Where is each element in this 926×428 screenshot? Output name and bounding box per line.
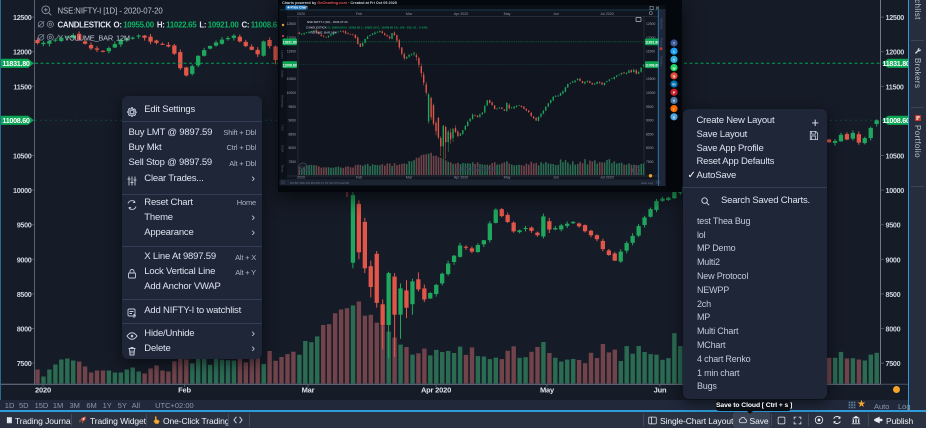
svg-text:11008.60: 11008.60 xyxy=(283,63,297,67)
svg-text:11831.80: 11831.80 xyxy=(283,41,297,45)
svg-text:11831.80: 11831.80 xyxy=(2,59,29,68)
svg-text:Mar: Mar xyxy=(406,12,413,16)
svg-text:10000: 10000 xyxy=(287,91,297,95)
svg-text:8000: 8000 xyxy=(646,146,654,150)
svg-text:9500: 9500 xyxy=(886,221,901,230)
svg-text:Apr 2020: Apr 2020 xyxy=(421,386,451,395)
svg-text:12000: 12000 xyxy=(13,48,32,57)
svg-text:Portfolio: Portfolio xyxy=(660,56,664,67)
svg-text:Study: Study xyxy=(281,70,285,78)
svg-text:8500: 8500 xyxy=(17,290,32,299)
svg-text:Jun: Jun xyxy=(553,176,559,180)
svg-text:w: w xyxy=(672,66,676,70)
svg-text:7500: 7500 xyxy=(886,359,901,368)
svg-text:f: f xyxy=(673,42,675,46)
svg-text:9500: 9500 xyxy=(17,221,32,230)
svg-text:11500: 11500 xyxy=(13,82,31,91)
svg-text:12500: 12500 xyxy=(13,13,32,22)
svg-text:9500: 9500 xyxy=(288,105,296,109)
svg-text:NSE:NIFTY-I [1D] - 2020-07-20: NSE:NIFTY-I [1D] - 2020-07-20 xyxy=(58,7,164,16)
svg-text:1D 5D 15D 1M 3M 6M 1Y 5: 1D 5D 15D 1M 3M 6M 1Y 5Y All UTC+02:00 xyxy=(290,181,349,185)
svg-text:2020: 2020 xyxy=(35,386,51,395)
svg-text:Auto Log: Auto Log xyxy=(641,181,653,185)
svg-text:11008.60: 11008.60 xyxy=(645,63,659,67)
svg-text:Feb: Feb xyxy=(178,386,191,395)
svg-text:11831.80: 11831.80 xyxy=(645,41,659,45)
svg-text:7500: 7500 xyxy=(17,359,32,368)
svg-text:NSE:NIFTY-I (1D) · 2020-07-20: NSE:NIFTY-I (1D) · 2020-07-20 xyxy=(307,20,348,24)
svg-text:10500: 10500 xyxy=(287,77,297,81)
svg-text:Watchlist: Watchlist xyxy=(660,18,664,29)
svg-text:12500: 12500 xyxy=(646,22,656,26)
svg-text:12000: 12000 xyxy=(287,36,297,40)
svg-text:10000: 10000 xyxy=(886,186,905,195)
svg-text:2020: 2020 xyxy=(297,176,305,180)
svg-text:G: G xyxy=(673,75,676,79)
svg-text:9000: 9000 xyxy=(17,255,32,264)
svg-text:Apr 2020: Apr 2020 xyxy=(454,12,469,16)
svg-text:10500: 10500 xyxy=(646,77,656,81)
svg-text:o: o xyxy=(673,116,676,120)
svg-text:8500: 8500 xyxy=(288,132,296,136)
svg-text:9000: 9000 xyxy=(288,119,296,123)
svg-text:Mar: Mar xyxy=(406,176,413,180)
svg-text:DOM: DOM xyxy=(281,145,285,153)
svg-text:10500: 10500 xyxy=(13,152,32,161)
svg-text:12000: 12000 xyxy=(886,48,905,57)
svg-text:Charts powered by GoCharting.c: Charts powered by GoCharting.com · Creat… xyxy=(282,1,397,5)
svg-text:Feb: Feb xyxy=(356,12,362,16)
svg-text:May: May xyxy=(504,176,511,180)
svg-text:◎ GOCHARTING: ◎ GOCHARTING xyxy=(455,167,495,173)
svg-text:9000: 9000 xyxy=(886,255,901,264)
svg-text:May: May xyxy=(540,386,555,395)
svg-text:11008.60: 11008.60 xyxy=(882,116,909,125)
svg-text:Layers: Layers xyxy=(281,50,285,60)
svg-text:11008.60: 11008.60 xyxy=(2,116,29,125)
svg-text:8000: 8000 xyxy=(886,325,901,334)
svg-text:T&S: T&S xyxy=(281,125,285,131)
svg-text:VOLUME_BAR 12M: VOLUME_BAR 12M xyxy=(310,31,337,35)
svg-text:8000: 8000 xyxy=(17,325,32,334)
svg-text:12500: 12500 xyxy=(287,22,297,26)
svg-text:Jul 2020: Jul 2020 xyxy=(600,176,614,180)
svg-text:11500: 11500 xyxy=(886,82,904,91)
svg-text:Mar: Mar xyxy=(302,386,315,395)
svg-text:7500: 7500 xyxy=(288,160,296,164)
svg-text:News: News xyxy=(281,165,285,173)
svg-text:GO: GO xyxy=(300,166,308,172)
svg-text:10000: 10000 xyxy=(646,91,656,95)
svg-text:t: t xyxy=(673,58,675,62)
svg-text:2020: 2020 xyxy=(297,12,305,16)
svg-text:May: May xyxy=(504,12,511,16)
svg-text:12500: 12500 xyxy=(886,13,905,22)
svg-text:Feb: Feb xyxy=(356,176,362,180)
svg-text:9500: 9500 xyxy=(646,105,654,109)
svg-text:CANDLESTICK O: 10955.00 H: 110: CANDLESTICK O: 10955.00 H: 11022.65 L: 1… xyxy=(306,26,428,30)
svg-text:8500: 8500 xyxy=(886,290,901,299)
svg-text:8000: 8000 xyxy=(288,146,296,150)
svg-text:10500: 10500 xyxy=(886,152,905,161)
svg-text:Jun: Jun xyxy=(553,12,559,16)
svg-text:in: in xyxy=(672,83,675,87)
svg-text:11500: 11500 xyxy=(646,50,655,54)
svg-text:Jun: Jun xyxy=(654,386,667,395)
svg-text:10000: 10000 xyxy=(13,186,32,195)
svg-text:Price Chart: Price Chart xyxy=(291,6,309,10)
svg-text:Apr 2020: Apr 2020 xyxy=(454,176,469,180)
svg-text:V: V xyxy=(673,99,676,103)
svg-text:Brokers: Brokers xyxy=(660,38,664,48)
svg-text:11500: 11500 xyxy=(287,50,296,54)
svg-text:12000: 12000 xyxy=(646,36,656,40)
svg-text:7500: 7500 xyxy=(646,160,654,164)
svg-text:P: P xyxy=(673,91,676,95)
svg-text:Jul 2020: Jul 2020 xyxy=(600,12,614,16)
svg-text:t: t xyxy=(673,50,675,54)
svg-text:r: r xyxy=(673,107,675,111)
svg-text:Drawings: Drawings xyxy=(281,95,285,108)
svg-text:8500: 8500 xyxy=(646,132,654,136)
svg-text:11831.80: 11831.80 xyxy=(882,59,909,68)
svg-text:9000: 9000 xyxy=(646,119,654,123)
